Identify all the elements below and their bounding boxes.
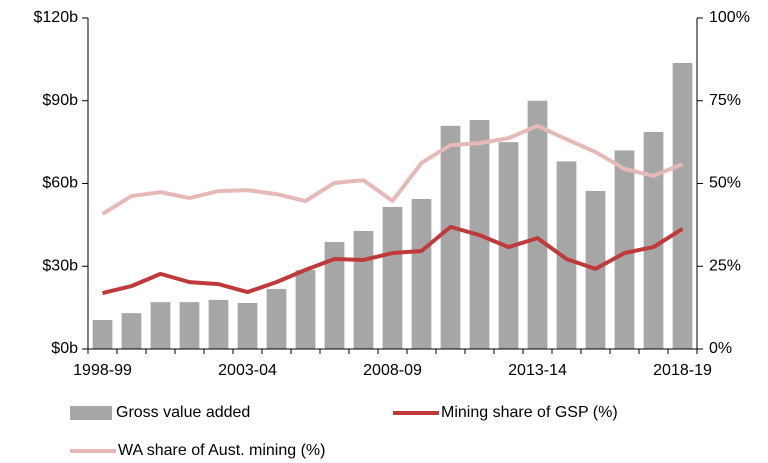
bar	[121, 313, 142, 349]
bar	[295, 270, 316, 349]
y-tick-label: $30b	[42, 257, 78, 274]
y-tick-label: $120b	[34, 9, 79, 26]
x-tick-label: 2018-19	[653, 362, 712, 379]
bar	[92, 320, 113, 349]
bar	[208, 299, 229, 349]
line-series	[102, 224, 684, 296]
x-tick-label: 1998-99	[73, 362, 132, 379]
legend-swatch	[70, 406, 112, 420]
x-tick-label: 2003-04	[218, 362, 277, 379]
y2-tick-label: 25%	[709, 257, 741, 274]
y2-tick-label: 100%	[709, 9, 750, 26]
bar	[672, 62, 693, 349]
bar	[324, 241, 345, 349]
legend-label: WA share of Aust. mining (%)	[118, 442, 325, 459]
y-tick-label: $0b	[51, 340, 78, 357]
bar	[440, 125, 461, 349]
bar	[614, 150, 635, 349]
y2-tick-label: 50%	[709, 175, 741, 192]
bar	[353, 230, 374, 349]
bar	[527, 100, 548, 349]
bar	[237, 302, 258, 349]
y-tick-label: $90b	[42, 92, 78, 109]
legend-label: Gross value added	[116, 404, 250, 421]
bar	[382, 206, 403, 349]
legend-label: Mining share of GSP (%)	[441, 404, 618, 421]
x-tick-label: 2013-14	[508, 362, 567, 379]
y2-tick-label: 75%	[709, 92, 741, 109]
bar	[643, 131, 664, 349]
bar	[266, 288, 287, 349]
y2-tick-label: 0%	[709, 340, 732, 357]
bar	[411, 198, 432, 349]
bar	[150, 302, 171, 349]
y-tick-label: $60b	[42, 175, 78, 192]
bar	[556, 161, 577, 349]
x-tick-label: 2008-09	[363, 362, 422, 379]
bar	[179, 302, 200, 349]
line-series	[101, 123, 684, 216]
